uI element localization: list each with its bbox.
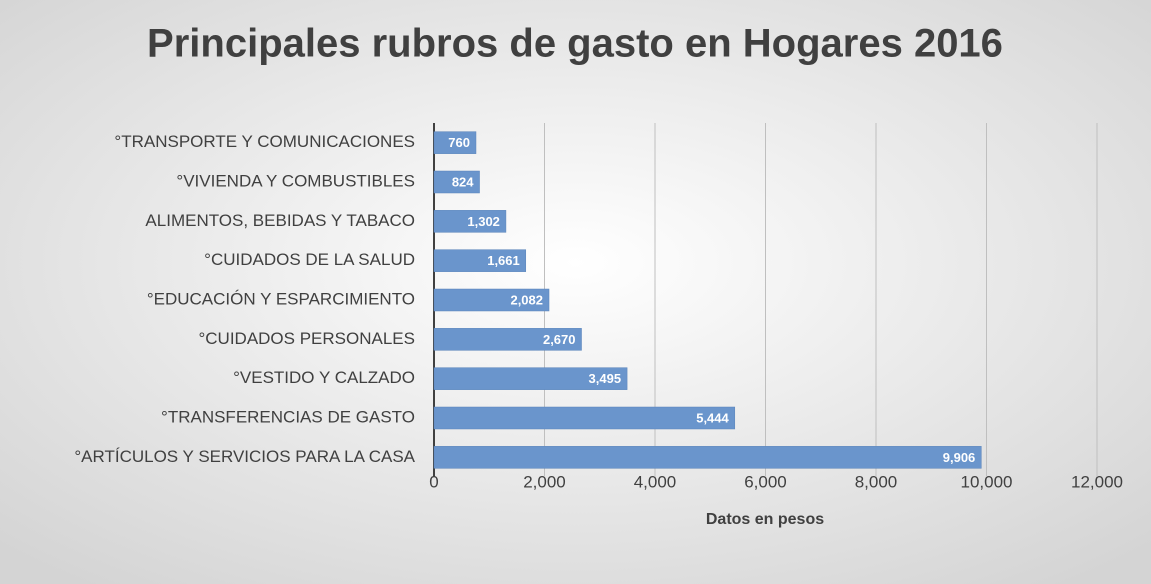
bar — [433, 170, 480, 194]
y-tick-label: °CUIDADOS PERSONALES — [198, 329, 415, 348]
value-label: 5,444 — [696, 410, 729, 425]
y-tick-label: ALIMENTOS, BEBIDAS Y TABACO — [145, 211, 415, 230]
bar — [433, 210, 507, 233]
x-tick-label: 4,000 — [634, 472, 677, 491]
y-tick-label: °CUIDADOS DE LA SALUD — [204, 250, 415, 269]
y-tick-label: °ARTÍCULOS Y SERVICIOS PARA LA CASA — [74, 447, 415, 466]
y-tick-label: °TRANSFERENCIAS DE GASTO — [161, 407, 415, 426]
bar — [433, 328, 582, 351]
y-tick-label: °EDUCACIÓN Y ESPARCIMIENTO — [147, 289, 415, 308]
x-tick-label: 0 — [429, 472, 438, 491]
x-tick-label: 6,000 — [744, 472, 787, 491]
value-label: 2,670 — [543, 332, 576, 347]
bar — [433, 446, 982, 469]
bar — [433, 288, 550, 312]
value-label: 1,661 — [487, 253, 520, 268]
y-tick-label: °VIVIENDA Y COMBUSTIBLES — [176, 171, 415, 190]
value-label: 760 — [448, 135, 470, 150]
x-axis-title: Datos en pesos — [706, 511, 824, 528]
x-tick-label: 12,000 — [1071, 472, 1123, 491]
y-tick-label: °TRANSPORTE Y COMUNICACIONES — [114, 132, 415, 151]
y-tick-label: °VESTIDO Y CALZADO — [233, 368, 415, 387]
value-label: 824 — [452, 174, 474, 189]
value-label: 9,906 — [943, 450, 976, 465]
chart-title: Principales rubros de gasto en Hogares 2… — [147, 22, 1003, 66]
x-tick-label: 8,000 — [855, 472, 898, 491]
bar — [433, 406, 736, 430]
value-label: 1,302 — [467, 214, 500, 229]
bar — [433, 249, 527, 272]
x-tick-label: 2,000 — [523, 472, 566, 491]
value-label: 3,495 — [589, 371, 622, 386]
bar — [433, 367, 628, 390]
value-label: 2,082 — [510, 292, 543, 307]
x-tick-label: 10,000 — [961, 472, 1013, 491]
bar — [433, 131, 477, 154]
